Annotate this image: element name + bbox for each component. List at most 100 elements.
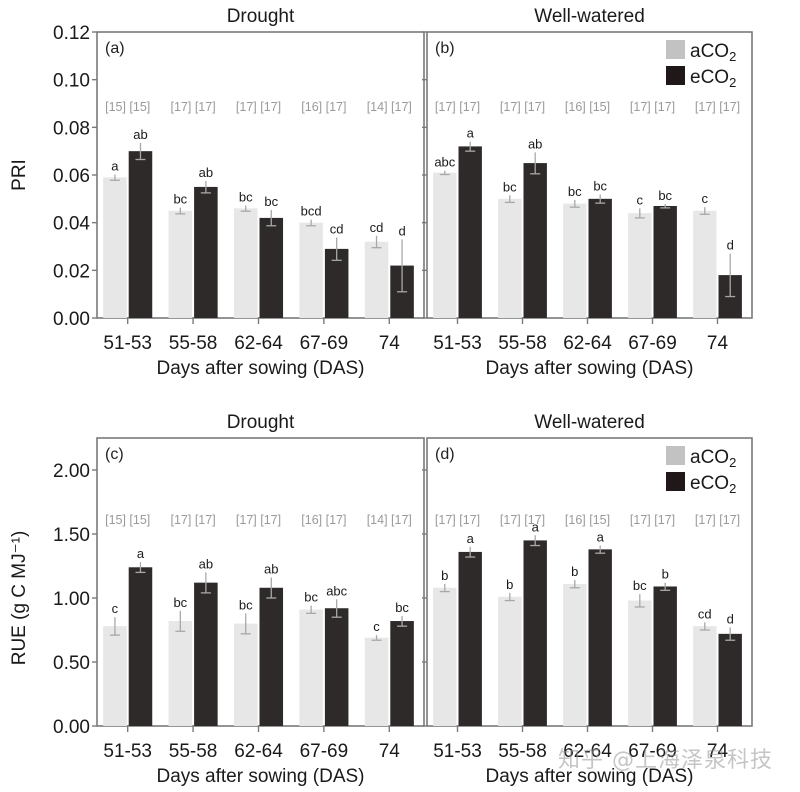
- panel-title: Well-watered: [534, 6, 645, 27]
- x-tick-label: 51-53: [433, 741, 482, 762]
- bar-eCO2: [718, 633, 742, 726]
- bar-eCO2: [324, 608, 349, 726]
- y-tick-label: 0.02: [53, 261, 90, 282]
- significance-letter: bc: [658, 188, 672, 203]
- y-tick-label: 0.00: [53, 717, 90, 738]
- sample-size-label: [17] [17]: [695, 100, 740, 114]
- bar-aCO2: [628, 213, 652, 318]
- significance-letter: cd: [370, 220, 384, 235]
- legend-subscript: 2: [729, 481, 736, 496]
- y-tick-label: 0.04: [53, 214, 90, 235]
- significance-letter: a: [137, 546, 145, 561]
- x-axis-label: Days after sowing (DAS): [156, 358, 364, 379]
- significance-letter: d: [727, 611, 734, 626]
- x-tick-label: 55-58: [169, 741, 218, 762]
- bar-aCO2: [233, 208, 258, 318]
- panel-a: Drought (a) 0.00 0.02 0.04 0.06 0.08 0.10 0.12 PR…: [9, 6, 425, 379]
- x-tick-label: 55-58: [498, 333, 547, 354]
- x-tick-label: 67-69: [300, 741, 349, 762]
- y-tick-label: 0.10: [53, 71, 90, 92]
- bar-eCO2: [194, 582, 218, 726]
- bar-eCO2: [523, 163, 547, 318]
- bar-eCO2: [523, 540, 547, 726]
- y-axis-label: PRI: [9, 159, 30, 191]
- significance-letter: c: [702, 191, 709, 206]
- bar-eCO2: [390, 621, 414, 726]
- significance-letter: bc: [503, 179, 517, 194]
- bar-aCO2: [693, 626, 717, 726]
- legend-label: eCO2: [690, 473, 736, 496]
- x-axis-label: Days after sowing (DAS): [485, 766, 693, 787]
- x-tick-label: 74: [379, 741, 401, 762]
- significance-letter: a: [597, 530, 605, 545]
- x-tick-label: 67-69: [628, 741, 677, 762]
- significance-letter: ab: [264, 562, 278, 577]
- bar-aCO2: [168, 210, 193, 318]
- sample-size-label: [17] [17]: [236, 513, 281, 527]
- bar-aCO2: [103, 626, 127, 726]
- bar-eCO2: [324, 248, 349, 318]
- bar-eCO2: [458, 146, 482, 318]
- bar-aCO2: [498, 198, 522, 318]
- panel-label: (b): [435, 40, 455, 57]
- significance-letter: ab: [199, 165, 213, 180]
- legend-swatch: [666, 472, 685, 491]
- significance-letter: bc: [264, 194, 278, 209]
- significance-letter: d: [398, 223, 405, 238]
- panel-b: Well-watered(b)51-53[17] [17]abca55-58[1…: [422, 6, 753, 379]
- significance-letter: bc: [304, 590, 318, 605]
- bar-eCO2: [653, 205, 677, 318]
- significance-letter: b: [441, 568, 448, 583]
- x-tick-label: 51-53: [103, 333, 152, 354]
- legend-item-eCO2: eCO2: [666, 472, 736, 496]
- significance-letter: b: [571, 564, 578, 579]
- y-tick-label: 2.00: [53, 461, 90, 482]
- sample-size-label: [16] [15]: [565, 513, 610, 527]
- bar-aCO2: [433, 587, 457, 726]
- x-axis-label: Days after sowing (DAS): [485, 358, 693, 379]
- panel-title: Drought: [227, 6, 295, 27]
- legend-item-aCO2: aCO2: [666, 40, 736, 64]
- panel-label: (c): [105, 446, 124, 463]
- legend-label: aCO2: [690, 447, 736, 470]
- bar-aCO2: [433, 172, 457, 318]
- sample-size-label: [17] [17]: [171, 513, 216, 527]
- x-tick-label: 62-64: [563, 333, 612, 354]
- y-tick-label: 0.50: [53, 653, 90, 674]
- x-axis-label: Days after sowing (DAS): [156, 766, 364, 787]
- x-tick-label: 67-69: [300, 333, 349, 354]
- sample-size-label: [17] [17]: [695, 513, 740, 527]
- x-tick-label: 74: [379, 333, 401, 354]
- bar-aCO2: [364, 637, 389, 726]
- bar-aCO2: [498, 596, 522, 726]
- sample-size-label: [16] [15]: [565, 100, 610, 114]
- legend-item-eCO2: eCO2: [666, 66, 736, 90]
- significance-letter: bc: [173, 192, 187, 207]
- significance-letter: abc: [326, 583, 347, 598]
- significance-letter: abc: [434, 155, 455, 170]
- x-tick-label: 55-58: [169, 333, 218, 354]
- significance-letter: bc: [593, 179, 607, 194]
- sample-size-label: [17] [17]: [435, 100, 480, 114]
- bar-eCO2: [259, 587, 284, 726]
- bar-eCO2: [588, 198, 612, 318]
- bar-eCO2: [128, 151, 153, 318]
- bar-eCO2: [458, 551, 482, 726]
- y-tick-label: 1.00: [53, 589, 90, 610]
- sample-size-label: [17] [17]: [236, 100, 281, 114]
- x-tick-label: 74: [707, 333, 729, 354]
- bar-eCO2: [194, 186, 218, 318]
- bar-aCO2: [364, 241, 389, 318]
- sample-size-label: [14] [17]: [367, 100, 412, 114]
- significance-letter: a: [532, 519, 540, 534]
- bar-aCO2: [628, 600, 652, 726]
- sample-size-label: [17] [17]: [630, 513, 675, 527]
- significance-letter: c: [637, 192, 644, 207]
- legend-swatch: [666, 66, 685, 85]
- bar-eCO2: [588, 549, 612, 726]
- significance-letter: ab: [133, 127, 147, 142]
- panel-label: (a): [105, 40, 125, 57]
- x-tick-label: 51-53: [103, 741, 152, 762]
- bar-eCO2: [653, 586, 677, 726]
